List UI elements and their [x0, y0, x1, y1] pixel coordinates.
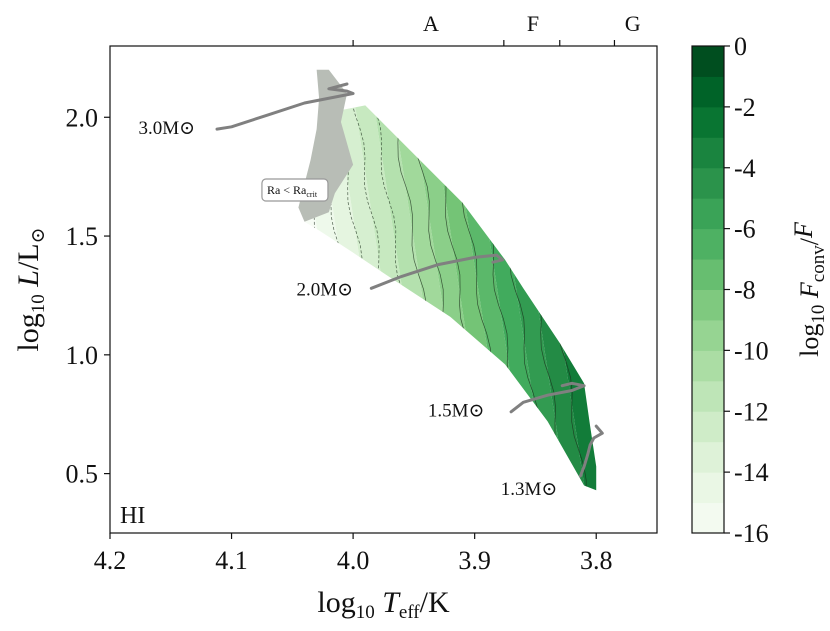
colorbar-level — [692, 472, 724, 504]
colorbar-level — [692, 289, 724, 321]
y-tick-label: 1.5 — [66, 222, 99, 251]
colorbar-level — [692, 319, 724, 351]
corner-label: HI — [120, 503, 145, 529]
colorbar-level — [692, 502, 724, 534]
y-tick-label: 0.5 — [66, 460, 99, 489]
colorbar-level — [692, 167, 724, 199]
y-tick-label: 2.0 — [66, 103, 99, 132]
colorbar-tick-label: -10 — [734, 336, 769, 365]
colorbar-level — [692, 350, 724, 382]
colorbar-level — [692, 259, 724, 290]
colorbar: 0 -2 -4 -6 -8 -10 -12 -14 -16 — [691, 32, 769, 548]
stable-region-label-text: Ra < Racrit — [267, 183, 318, 199]
colorbar-level — [692, 198, 724, 230]
track-label: 3.0M⊙ — [139, 118, 196, 139]
y-tick-label: 1.0 — [66, 341, 99, 370]
colorbar-title: log10 Fconv/F — [789, 221, 829, 357]
colorbar-tick-label: -14 — [734, 458, 769, 487]
track-label: 1.3M⊙ — [501, 479, 558, 500]
contour-band — [547, 105, 597, 491]
colorbar-level — [692, 441, 724, 473]
evolution-track — [215, 82, 355, 131]
x-axis-title: log10 Teff/K — [317, 586, 450, 623]
contour-line — [548, 105, 597, 491]
track-label: 2.0M⊙ — [297, 279, 354, 300]
spectral-type-label: F — [527, 11, 539, 36]
colorbar-tick-label: -4 — [734, 154, 756, 183]
colorbar-level — [692, 411, 724, 443]
evolution-track — [578, 424, 604, 478]
x-tick-label: 4.1 — [215, 546, 248, 575]
colorbar-level — [692, 76, 724, 108]
y-axis-title: log10 L/L⊙ — [12, 227, 49, 351]
x-tick-label: 3.9 — [458, 546, 491, 575]
plot-area: 3.0M⊙ 2.0M⊙ 1.5M⊙ 1.3M⊙ — [109, 45, 658, 534]
colorbar-level — [692, 106, 724, 138]
colorbar-level — [692, 228, 724, 260]
stable-region-label-box — [261, 178, 329, 202]
plot-frame — [109, 45, 658, 534]
y-axis: 0.5 1.0 1.5 2.0 — [66, 103, 110, 489]
evolution-track — [369, 253, 505, 290]
x-tick-label: 3.8 — [580, 546, 613, 575]
colorbar-tick-label: -6 — [734, 215, 756, 244]
x-axis: 4.2 4.1 4.0 3.9 3.8 — [94, 533, 613, 575]
x-tick-label: 4.0 — [337, 546, 370, 575]
colorbar-level — [692, 137, 724, 169]
colorbar-tick-label: -16 — [734, 519, 769, 548]
colorbar-level — [692, 380, 724, 412]
track-label: 1.5M⊙ — [428, 401, 485, 422]
spectral-type-label: G — [625, 11, 641, 36]
colorbar-tick-label: -12 — [734, 397, 769, 426]
colorbar-tick-label: 0 — [734, 32, 747, 61]
colorbar-level — [692, 46, 724, 77]
stable-region-label: Ra < Racrit — [261, 178, 329, 202]
x-tick-label: 4.2 — [94, 546, 127, 575]
colorbar-tick-label: -2 — [734, 93, 756, 122]
evolution-track — [509, 381, 586, 414]
colorbar-tick-label: -8 — [734, 276, 756, 305]
spectral-type-label: A — [423, 11, 439, 36]
